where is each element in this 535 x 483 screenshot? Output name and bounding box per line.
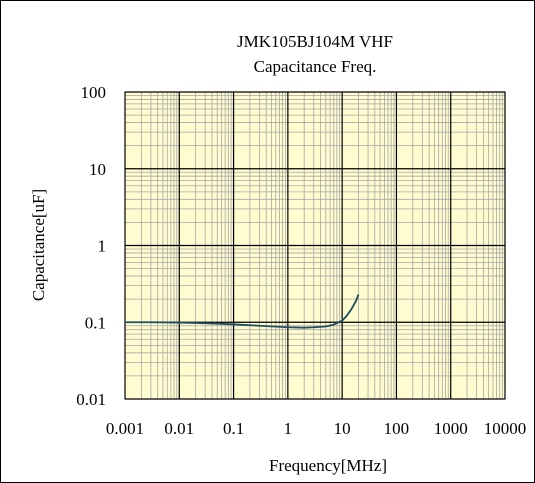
x-axis-label: Frequency[MHz] xyxy=(269,456,387,475)
y-tick-label: 0.01 xyxy=(76,390,106,409)
y-tick-label: 0.1 xyxy=(85,313,106,332)
plot-border xyxy=(124,91,506,400)
x-tick-label: 10 xyxy=(334,419,351,438)
series-line xyxy=(125,294,360,329)
x-tick-label: 1000 xyxy=(434,419,468,438)
y-tick-label: 10 xyxy=(89,160,106,179)
x-tick-label: 0.1 xyxy=(223,419,244,438)
x-tick-label: 0.01 xyxy=(164,419,194,438)
x-tick-label: 0.001 xyxy=(106,419,144,438)
chart-title: JMK105BJ104M VHF xyxy=(237,32,393,51)
y-axis-label: Capacitance[uF] xyxy=(29,189,48,301)
chart-subtitle: Capacitance Freq. xyxy=(254,57,377,76)
y-tick-labels: 100 10 1 0.1 0.01 xyxy=(76,83,106,409)
x-tick-labels: 0.001 0.01 0.1 1 10 100 1000 10000 xyxy=(106,419,526,438)
x-tick-label: 10000 xyxy=(484,419,527,438)
x-tick-label: 100 xyxy=(384,419,410,438)
y-tick-label: 100 xyxy=(81,83,107,102)
y-tick-label: 1 xyxy=(98,237,107,256)
x-tick-label: 1 xyxy=(284,419,293,438)
